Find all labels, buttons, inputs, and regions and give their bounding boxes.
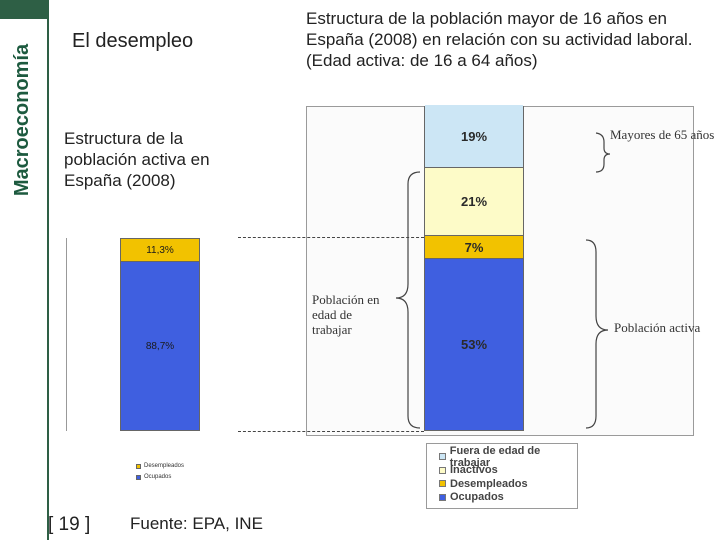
main-legend-swatch-inactivos <box>439 466 446 474</box>
source-note: Fuente: EPA, INE <box>130 514 263 533</box>
main-bar-fuera-de-edad-de-trabajar: 19% <box>425 105 523 167</box>
main-legend-swatch-desempleados <box>439 480 446 488</box>
main-bar-inactivos: 21% <box>425 167 523 235</box>
main-legend-label-ocupados: Ocupados <box>450 491 504 504</box>
left-legend-swatch-desempleados <box>136 464 141 469</box>
annotation-poblacion-activa: Población activa <box>614 320 701 335</box>
left-legend-label-ocupados: Ocupados <box>144 474 172 480</box>
left-data-label-desempleados: 11,3% <box>146 244 174 256</box>
left-legend-swatch-ocupados <box>136 475 141 480</box>
left-legend-item-ocupados: Ocupados <box>136 472 184 483</box>
dashed-guide-top <box>238 237 424 238</box>
main-legend-item-fuera-de-edad-de-trabajar: Fuera de edad de trabajar <box>439 445 577 469</box>
annotation-poblacion-edad-trabajar: Población en edad de trabajar <box>312 292 380 337</box>
main-bar-desempleados: 7% <box>425 235 523 258</box>
left-stacked-bar: 88,7% 11,3% <box>120 238 200 431</box>
page-number: [ 19 ] <box>48 514 91 535</box>
left-legend-item-desempleados: Desempleados <box>136 461 184 472</box>
main-stacked-bar: 53% 7% 21% 19% <box>424 105 524 431</box>
annotation-mayores: Mayores de 65 años <box>610 127 715 142</box>
main-legend-item-desempleados: Desempleados <box>439 477 577 491</box>
main-legend-item-ocupados: Ocupados <box>439 491 577 505</box>
main-data-label-ocupados: 53% <box>460 337 488 352</box>
sidebar: Macroeconomía <box>0 0 49 540</box>
left-chart-caption: Estructura de la población activa en Esp… <box>64 129 210 190</box>
main-legend-label-inactivos: Inactivos <box>450 464 498 477</box>
main-legend-label-desempleados: Desempleados <box>450 477 528 490</box>
sidebar-title: Macroeconomía <box>11 43 33 197</box>
sidebar-logo <box>0 0 48 19</box>
main-legend-swatch-ocupados <box>439 493 446 501</box>
chart-title: Estructura de la población mayor de 16 a… <box>306 9 693 70</box>
left-legend-label-desempleados: Desempleados <box>144 463 185 469</box>
sidebar-divider <box>47 0 49 540</box>
left-bar-ocupados: 88,7% <box>121 261 199 430</box>
dashed-guide-bottom <box>238 431 424 432</box>
main-chart-legend: Fuera de edad de trabajar Inactivos Desemp… <box>426 443 578 509</box>
main-legend-item-inactivos: Inactivos <box>439 464 577 478</box>
left-chart-legend: Desempleados Ocupados <box>136 461 184 483</box>
main-bar-ocupados: 53% <box>425 258 523 430</box>
main-legend-swatch-fuera-de-edad-de-trabajar <box>439 453 446 461</box>
main-data-label-desempleados: 7% <box>464 239 484 255</box>
left-chart-axis <box>66 238 67 431</box>
section-title: El desempleo <box>72 30 194 52</box>
main-data-label-inactivos: 21% <box>460 194 488 209</box>
left-bar-desempleados: 11,3% <box>121 239 199 261</box>
left-data-label-ocupados: 88,7% <box>145 340 175 352</box>
main-data-label-fuera-de-edad-de-trabajar: 19% <box>460 128 488 144</box>
main-legend-label-fuera-de-edad-de-trabajar: Fuera de edad de trabajar <box>449 444 541 469</box>
